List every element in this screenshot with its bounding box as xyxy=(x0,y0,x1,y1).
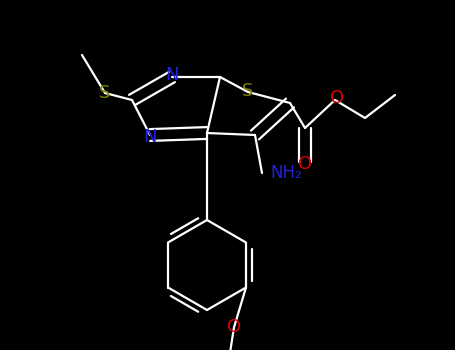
Text: N: N xyxy=(143,128,157,146)
Text: N: N xyxy=(165,66,179,84)
Text: O: O xyxy=(227,318,241,336)
Text: NH₂: NH₂ xyxy=(270,164,302,182)
Text: O: O xyxy=(298,155,312,173)
Text: O: O xyxy=(330,89,344,107)
Text: S: S xyxy=(243,82,254,100)
Text: S: S xyxy=(99,84,111,102)
